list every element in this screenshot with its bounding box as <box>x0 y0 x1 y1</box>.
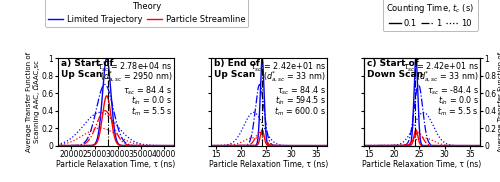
Text: $t_{in}$ = 594.5 s: $t_{in}$ = 594.5 s <box>274 95 326 107</box>
Text: a) Start of
Up Scan: a) Start of Up Scan <box>61 59 114 78</box>
Text: $t_m$ = 5.5 s: $t_m$ = 5.5 s <box>437 105 479 118</box>
Text: $t_{in}$ = 0.0 s: $t_{in}$ = 0.0 s <box>131 95 172 107</box>
Text: $t_m$ = 5.5 s: $t_m$ = 5.5 s <box>130 105 172 118</box>
Text: $\tau_{sc}$ = 84.4 s: $\tau_{sc}$ = 84.4 s <box>276 84 326 97</box>
X-axis label: Particle Relaxation Time, τ (ns): Particle Relaxation Time, τ (ns) <box>56 160 175 169</box>
Y-axis label: Average Transfer Function of
Scanning AAC, Ω̅AAC,sc: Average Transfer Function of Scanning AA… <box>26 52 40 152</box>
Text: $\tau_{sc}^{*}$ = 2.42e+01 ns: $\tau_{sc}^{*}$ = 2.42e+01 ns <box>403 59 479 74</box>
Text: ($d_{a,sc}^{*}$ = 33 nm): ($d_{a,sc}^{*}$ = 33 nm) <box>416 70 479 84</box>
Text: $\tau_{sc}$ = -84.4 s: $\tau_{sc}$ = -84.4 s <box>427 84 479 97</box>
Text: ($d_{a,sc}^{*}$ = 33 nm): ($d_{a,sc}^{*}$ = 33 nm) <box>263 70 326 84</box>
X-axis label: Particle Relaxation Time, τ (ns): Particle Relaxation Time, τ (ns) <box>209 160 328 169</box>
Text: $\tau_{sc}^{*}$ = 2.78e+04 ns: $\tau_{sc}^{*}$ = 2.78e+04 ns <box>97 59 172 74</box>
Legend: Limited Trajectory, Particle Streamline: Limited Trajectory, Particle Streamline <box>45 0 248 27</box>
X-axis label: Particle Relaxation Time, τ (ns): Particle Relaxation Time, τ (ns) <box>362 160 482 169</box>
Text: $\tau_{sc}$ = 84.4 s: $\tau_{sc}$ = 84.4 s <box>124 84 172 97</box>
Y-axis label: Average Transfer Function of
Scanning AAC, Ω̅AAC,sc: Average Transfer Function of Scanning AA… <box>498 52 500 152</box>
Text: ($d_{a,sc}^{*}$ = 2950 nm): ($d_{a,sc}^{*}$ = 2950 nm) <box>100 70 172 84</box>
Text: $t_m$ = 600.0 s: $t_m$ = 600.0 s <box>274 105 326 118</box>
Text: c) Start of
Down Scan: c) Start of Down Scan <box>368 59 424 78</box>
Text: $t_{in}$ = 0.0 s: $t_{in}$ = 0.0 s <box>438 95 479 107</box>
Text: b) End of
Up Scan: b) End of Up Scan <box>214 59 260 78</box>
Legend: 0.1, 1, 10: 0.1, 1, 10 <box>382 0 478 31</box>
Text: $\tau_{sc}^{*}$ = 2.42e+01 ns: $\tau_{sc}^{*}$ = 2.42e+01 ns <box>250 59 326 74</box>
